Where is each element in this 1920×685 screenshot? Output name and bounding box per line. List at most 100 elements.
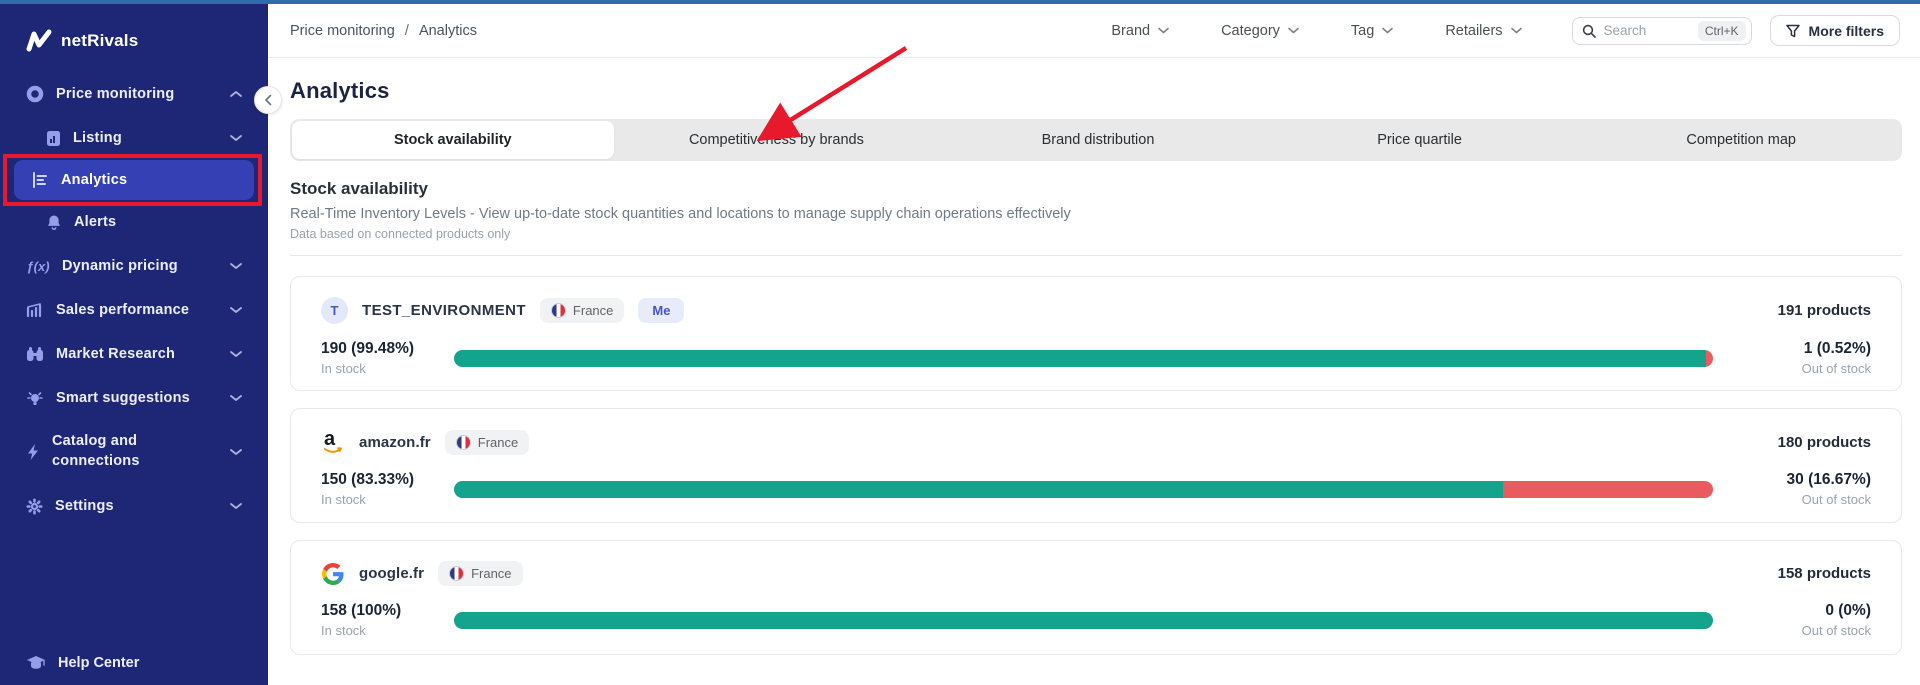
sidebar-item-help-center[interactable]: Help Center	[26, 655, 139, 671]
sidebar-nav: Price monitoring Listing Analytics	[0, 72, 268, 528]
france-flag-icon	[550, 303, 566, 318]
chevron-down-icon	[1510, 27, 1522, 34]
products-count: 158 products	[1777, 565, 1871, 582]
sidebar-item-listing[interactable]: Listing	[0, 116, 268, 160]
site-name: TEST_ENVIRONMENT	[362, 302, 526, 319]
header-controls: Brand Category Tag Retailers Ctrl+K	[1059, 15, 1900, 46]
in-stock-stat: 190 (99.48%) In stock	[321, 340, 415, 376]
tab-stock-availability[interactable]: Stock availability	[292, 121, 614, 159]
chevron-down-icon	[230, 502, 242, 510]
out-of-stock-bar-segment	[1706, 349, 1713, 367]
in-stock-bar-segment	[454, 480, 1504, 498]
top-accent-strip	[0, 0, 1920, 4]
chevron-down-icon	[230, 306, 242, 314]
sidebar: netRivals Price monitoring Listing	[0, 0, 268, 685]
search-input[interactable]	[1603, 23, 1690, 38]
section-heading: Stock availability	[290, 179, 428, 198]
site-name: amazon.fr	[359, 433, 431, 451]
tab-competition-map[interactable]: Competition map	[1686, 132, 1796, 148]
stock-progress-bar	[454, 349, 1713, 367]
section-description: Real-Time Inventory Levels - View up-to-…	[290, 206, 1071, 222]
chevron-down-icon	[230, 262, 242, 270]
breadcrumb-current[interactable]: Analytics	[418, 22, 477, 39]
stock-card-test-environment: T TEST_ENVIRONMENT France Me 191 product…	[290, 276, 1902, 391]
chevron-down-icon	[230, 394, 242, 402]
chevron-down-icon	[230, 134, 242, 142]
breadcrumb-separator: /	[404, 22, 409, 39]
lightbulb-icon	[26, 390, 44, 407]
chevron-down-icon	[230, 448, 242, 456]
chevron-down-icon	[1382, 27, 1394, 34]
bell-icon	[46, 214, 62, 231]
sidebar-item-dynamic-pricing[interactable]: ƒ(x) Dynamic pricing	[0, 244, 268, 288]
sidebar-item-market-research[interactable]: Market Research	[0, 332, 268, 376]
sidebar-item-smart-suggestions[interactable]: Smart suggestions	[0, 376, 268, 420]
retailers-filter-dropdown[interactable]: Retailers	[1445, 23, 1522, 39]
country-badge: France	[444, 429, 530, 455]
graduation-cap-icon	[26, 655, 46, 671]
funnel-icon	[1785, 24, 1800, 37]
stock-progress-bar	[454, 480, 1713, 498]
growth-chart-icon	[26, 302, 44, 318]
page-title: Analytics	[290, 78, 390, 103]
breadcrumb: Price monitoring / Analytics	[290, 22, 477, 39]
products-count: 191 products	[1777, 302, 1871, 319]
lightning-icon	[26, 443, 40, 461]
google-logo	[321, 562, 345, 585]
avatar: T	[321, 297, 348, 324]
search-box[interactable]: Ctrl+K	[1571, 16, 1752, 45]
chevron-up-icon	[230, 90, 242, 98]
breadcrumb-parent[interactable]: Price monitoring	[290, 22, 395, 39]
stock-card-google-fr: google.fr France 158 products 158 (100%)…	[290, 540, 1902, 655]
out-of-stock-bar-segment	[1503, 480, 1713, 498]
category-filter-dropdown[interactable]: Category	[1221, 23, 1299, 39]
sidebar-item-alerts[interactable]: Alerts	[0, 200, 268, 244]
analytics-tabbar: Stock availability Competitiveness by br…	[290, 119, 1902, 161]
logo[interactable]: netRivals	[0, 0, 268, 58]
tab-price-quartile[interactable]: Price quartile	[1377, 132, 1462, 148]
site-name: google.fr	[359, 565, 425, 582]
tag-filter-dropdown[interactable]: Tag	[1351, 23, 1394, 39]
tab-competitiveness-by-brands[interactable]: Competitiveness by brands	[688, 132, 864, 148]
me-badge: Me	[638, 298, 685, 323]
netrivals-logo-icon	[26, 29, 52, 53]
country-badge: France	[438, 561, 523, 586]
document-chart-icon	[46, 130, 61, 147]
top-header: Price monitoring / Analytics Brand Categ…	[268, 4, 1920, 58]
products-count: 180 products	[1777, 433, 1871, 451]
france-flag-icon	[449, 566, 465, 581]
keyboard-shortcut-badge: Ctrl+K	[1697, 20, 1746, 41]
stock-card-amazon-fr: a amazon.fr France 180 products 150 (83.…	[290, 408, 1902, 523]
sidebar-item-catalog-connections[interactable]: Catalog and connections	[0, 420, 268, 484]
sidebar-item-settings[interactable]: Settings	[0, 484, 268, 528]
tab-brand-distribution[interactable]: Brand distribution	[1041, 132, 1155, 148]
logo-text: netRivals	[61, 31, 139, 50]
chevron-down-icon	[1158, 27, 1169, 34]
section-divider	[290, 255, 1902, 256]
out-of-stock-stat: 30 (16.67%) Out of stock	[1786, 471, 1871, 507]
stock-progress-bar	[454, 611, 1713, 629]
stock-cards: T TEST_ENVIRONMENT France Me 191 product…	[290, 276, 1902, 655]
in-stock-bar-segment	[454, 349, 1706, 367]
chevron-left-icon	[265, 94, 272, 106]
sidebar-item-analytics[interactable]: Analytics	[3, 154, 262, 206]
chevron-down-icon	[1288, 27, 1299, 34]
fx-icon: ƒ(x)	[26, 258, 50, 274]
out-of-stock-stat: 1 (0.52%) Out of stock	[1801, 340, 1871, 376]
country-badge: France	[539, 298, 625, 323]
amazon-logo: a	[321, 429, 345, 455]
out-of-stock-stat: 0 (0%) Out of stock	[1801, 602, 1871, 638]
bar-chart-icon	[32, 172, 49, 188]
binoculars-icon	[26, 346, 44, 362]
main-content: Price monitoring / Analytics Brand Categ…	[268, 4, 1920, 685]
gear-icon	[26, 498, 43, 515]
chevron-down-icon	[230, 350, 242, 358]
brand-filter-dropdown[interactable]: Brand	[1111, 23, 1169, 39]
france-flag-icon	[455, 434, 471, 450]
record-circle-icon	[26, 85, 44, 103]
sidebar-item-sales-performance[interactable]: Sales performance	[0, 288, 268, 332]
sidebar-collapse-button[interactable]	[254, 86, 282, 114]
section-note: Data based on connected products only	[290, 227, 511, 241]
sidebar-item-price-monitoring[interactable]: Price monitoring	[0, 72, 268, 116]
more-filters-button[interactable]: More filters	[1769, 15, 1900, 46]
